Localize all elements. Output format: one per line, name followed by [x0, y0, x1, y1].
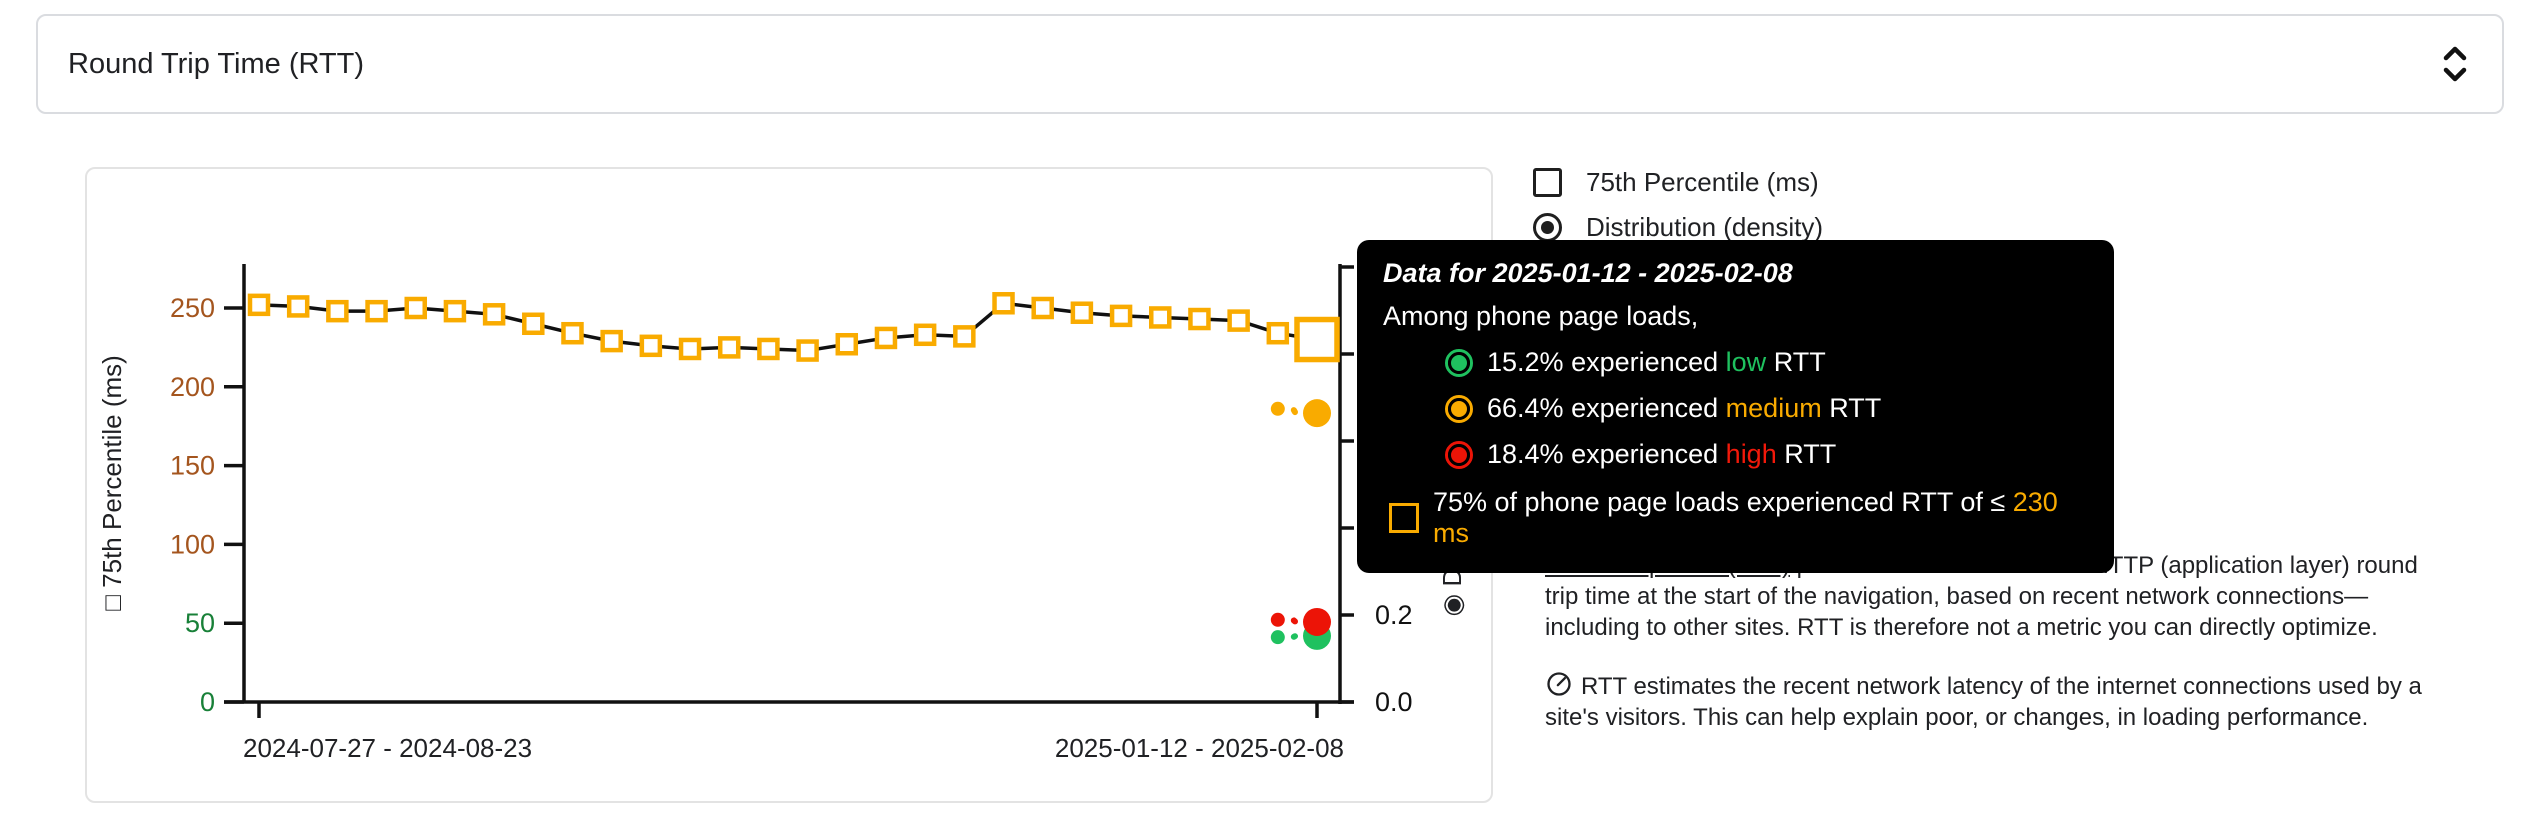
description-paragraph-2: RTT estimates the recent network latency…	[1545, 670, 2450, 733]
x-tick-label-last: 2025-01-12 - 2025-02-08	[1055, 733, 1344, 763]
svg-text:250: 250	[170, 293, 215, 323]
chart-card: □ 75th Percentile (ms) ◉ Distribution (d…	[85, 167, 1493, 803]
legend-percentile-label: 75th Percentile (ms)	[1586, 166, 1819, 197]
radio-dot	[1541, 220, 1554, 234]
tooltip-row-p75: 75% of phone page loads experienced RTT …	[1389, 487, 2088, 549]
orange-square-icon	[1389, 503, 1419, 533]
red-dot-icon	[1445, 440, 1473, 469]
svg-text:150: 150	[170, 451, 215, 481]
chart-legend: 75th Percentile (ms) Distribution (densi…	[1533, 166, 1823, 243]
legend-row-percentile: 75th Percentile (ms)	[1533, 166, 1823, 198]
svg-text:100: 100	[170, 529, 215, 559]
tooltip-subtitle: Among phone page loads,	[1383, 301, 1699, 331]
orange-dot-icon	[1445, 394, 1473, 423]
metric-selector-value: Round Trip Time (RTT)	[68, 47, 364, 80]
svg-text:50: 50	[185, 608, 215, 638]
chart-tooltip: Data for 2025-01-12 - 2025-02-08 Among p…	[1357, 240, 2114, 573]
tooltip-title: Data for 2025-01-12 - 2025-02-08	[1383, 258, 1793, 288]
metric-selector[interactable]: Round Trip Time (RTT)	[36, 14, 2504, 114]
distribution-radio[interactable]	[1533, 212, 1562, 242]
svg-text:0: 0	[200, 687, 215, 717]
y-axis-label: □ 75th Percentile (ms)	[97, 355, 127, 611]
x-tick-label-first: 2024-07-27 - 2024-08-23	[243, 733, 532, 763]
tooltip-row-medium: 66.4% experienced medium RTT	[1445, 393, 2088, 424]
rtt-chart-svg[interactable]: □ 75th Percentile (ms) ◉ Distribution (d…	[87, 169, 1491, 801]
gauge-icon	[1547, 672, 1571, 696]
svg-text:0.2: 0.2	[1375, 600, 1413, 630]
tooltip-row-high: 18.4% experienced high RTT	[1445, 439, 2088, 470]
tooltip-row-low: 15.2% experienced low RTT	[1445, 347, 2088, 378]
legend-row-distribution: Distribution (density)	[1533, 211, 1823, 243]
svg-text:200: 200	[170, 372, 215, 402]
metric-description: Round Trip Time (RTT) provides an estima…	[1545, 550, 2450, 733]
percentile-checkbox[interactable]	[1533, 167, 1562, 197]
unfold-more-icon	[2443, 46, 2467, 82]
description-paragraph-1: Round Trip Time (RTT) provides an estima…	[1545, 552, 2418, 641]
legend-distribution-label: Distribution (density)	[1586, 211, 1823, 242]
green-dot-icon	[1445, 348, 1473, 377]
svg-text:0.0: 0.0	[1375, 687, 1413, 717]
